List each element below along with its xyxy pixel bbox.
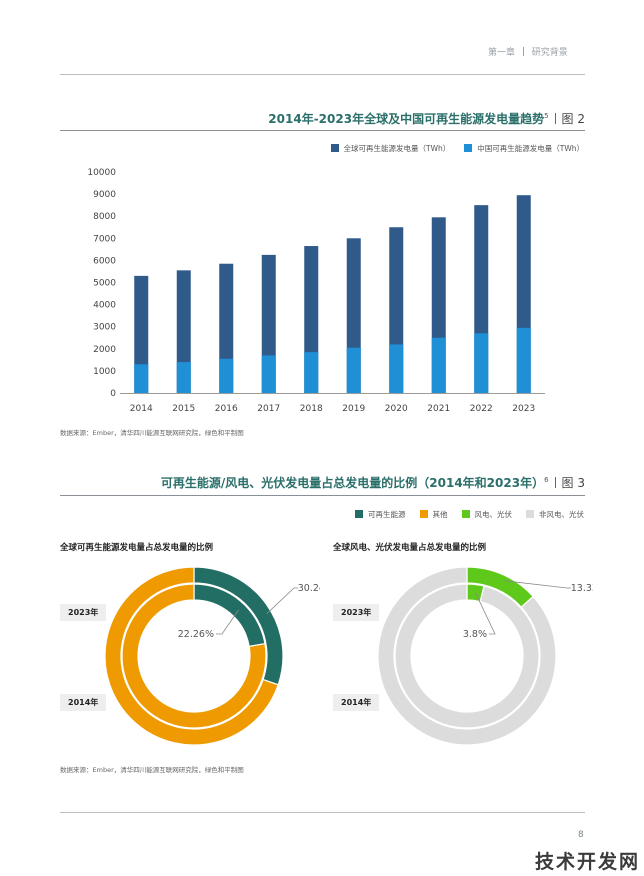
outer-value-label: 30.24% bbox=[298, 583, 320, 594]
donut2-2023-tag: 2023年 bbox=[333, 604, 380, 621]
running-header: 第一章 研究背景 bbox=[488, 45, 568, 58]
legend-swatch-renewable bbox=[355, 510, 363, 518]
legend-wind-solar: 风电、光伏 bbox=[461, 509, 512, 520]
footer-rule bbox=[60, 812, 585, 813]
figure3-heading: 可再生能源/风电、光伏发电量占总发电量的比例（2014年和2023年）6 图 3 bbox=[161, 474, 585, 491]
legend-other: 其他 bbox=[419, 509, 448, 520]
bar-china bbox=[389, 344, 404, 393]
x-tick-label: 2016 bbox=[215, 404, 238, 414]
y-tick-label: 5000 bbox=[93, 279, 116, 289]
bar-china bbox=[261, 355, 276, 393]
y-tick-label: 3000 bbox=[93, 323, 116, 333]
y-tick-label: 1000 bbox=[93, 367, 116, 377]
legend-china: 中国可再生能源发电量（TWh） bbox=[464, 143, 584, 154]
y-tick-label: 8000 bbox=[93, 212, 116, 222]
figure3-legend: 可再生能源 其他 风电、光伏 非风电、光伏 bbox=[355, 509, 584, 520]
bar-china bbox=[516, 327, 531, 393]
figure2-title: 2014年-2023年全球及中国可再生能源发电量趋势5 bbox=[268, 112, 549, 126]
outer-value-label: 13.33% bbox=[571, 583, 593, 594]
bar-china bbox=[474, 333, 489, 393]
section-label: 研究背景 bbox=[531, 48, 568, 58]
donut1-2023-tag: 2023年 bbox=[60, 604, 107, 621]
y-tick-label: 4000 bbox=[93, 301, 116, 311]
figure3-title: 可再生能源/风电、光伏发电量占总发电量的比例（2014年和2023年）6 bbox=[160, 476, 549, 490]
legend-swatch-wind-solar bbox=[461, 510, 470, 518]
figure2-divider bbox=[554, 113, 556, 124]
outer-ring-slice bbox=[104, 566, 279, 746]
inner-leader-line bbox=[216, 609, 239, 635]
bar-china bbox=[431, 337, 446, 393]
donut1-2014-tag: 2014年 bbox=[60, 694, 107, 711]
donut1-title: 全球可再生能源发电量占总发电量的比例 bbox=[60, 543, 214, 553]
legend-swatch-global bbox=[330, 144, 339, 152]
y-tick-label: 7000 bbox=[93, 234, 116, 244]
inner-value-label: 22.26% bbox=[178, 629, 214, 640]
figure2-heading: 2014年-2023年全球及中国可再生能源发电量趋势5 图 2 bbox=[268, 110, 585, 127]
chapter-label: 第一章 bbox=[488, 48, 516, 58]
x-tick-label: 2018 bbox=[300, 404, 323, 414]
inner-value-label: 3.8% bbox=[463, 629, 487, 640]
legend-renewable: 可再生能源 bbox=[355, 509, 406, 520]
watermark-logo: 技术开发网 bbox=[535, 851, 641, 873]
x-tick-label: 2019 bbox=[342, 404, 365, 414]
figure2-legend: 全球可再生能源发电量（TWh） 中国可再生能源发电量（TWh） bbox=[330, 143, 584, 154]
y-tick-label: 2000 bbox=[93, 345, 116, 355]
page-number: 8 bbox=[578, 830, 584, 840]
figure2-source: 数据来源：Ember，清华四川能源互联网研究院，绿色和平制图 bbox=[60, 429, 244, 437]
bar-china bbox=[176, 362, 191, 393]
renewable-share-donut-chart: 30.24% 22.26% bbox=[104, 566, 320, 746]
bar-china bbox=[134, 364, 149, 393]
x-tick-label: 2021 bbox=[427, 404, 450, 414]
figure3-source: 数据来源：Ember，清华四川能源互联网研究院，绿色和平制图 bbox=[60, 766, 244, 774]
outer-ring-slice bbox=[377, 566, 557, 746]
x-tick-label: 2020 bbox=[385, 404, 408, 414]
inner-ring-slice bbox=[394, 583, 540, 729]
x-tick-label: 2017 bbox=[257, 404, 280, 414]
donut2-2014-tag: 2014年 bbox=[333, 694, 380, 711]
legend-swatch-other bbox=[419, 510, 428, 518]
bar-china bbox=[219, 358, 234, 393]
legend-global: 全球可再生能源发电量（TWh） bbox=[330, 143, 450, 154]
bar-global bbox=[134, 275, 149, 393]
legend-swatch-non-wind-solar bbox=[526, 510, 534, 518]
inner-ring-slice bbox=[121, 583, 267, 729]
donut2-title: 全球风电、光伏发电量占总发电量的比例 bbox=[333, 543, 487, 553]
inner-leader-line bbox=[475, 592, 496, 635]
figure3-label: 图 3 bbox=[561, 476, 585, 490]
bar-china bbox=[346, 347, 361, 393]
figure3-footnote: 6 bbox=[544, 476, 549, 484]
header-rule bbox=[60, 74, 585, 75]
y-tick-label: 6000 bbox=[93, 256, 116, 266]
figure2-label: 图 2 bbox=[561, 112, 585, 126]
figure2-footnote: 5 bbox=[544, 112, 549, 120]
wind-solar-share-donut-chart: 13.33% 3.8% bbox=[377, 566, 593, 746]
x-tick-label: 2015 bbox=[172, 404, 195, 414]
bar-china bbox=[304, 352, 319, 393]
y-tick-label: 10000 bbox=[87, 168, 116, 178]
outer-leader-line bbox=[266, 587, 298, 615]
x-tick-label: 2023 bbox=[512, 404, 535, 414]
legend-swatch-china bbox=[464, 144, 473, 152]
header-divider bbox=[522, 47, 524, 56]
figure2-rule bbox=[60, 130, 585, 131]
x-tick-label: 2014 bbox=[130, 404, 153, 414]
figure3-divider bbox=[554, 477, 556, 488]
outer-leader-line bbox=[504, 580, 571, 589]
x-tick-label: 2022 bbox=[470, 404, 493, 414]
figure3-rule bbox=[60, 495, 585, 496]
y-tick-label: 9000 bbox=[93, 190, 116, 200]
legend-non-wind-solar: 非风电、光伏 bbox=[526, 509, 584, 520]
renewable-generation-bar-chart: 0 1000 2000 3000 4000 5000 6000 7000 8000 9000 100… bbox=[87, 168, 545, 414]
y-tick-label: 0 bbox=[110, 389, 116, 399]
